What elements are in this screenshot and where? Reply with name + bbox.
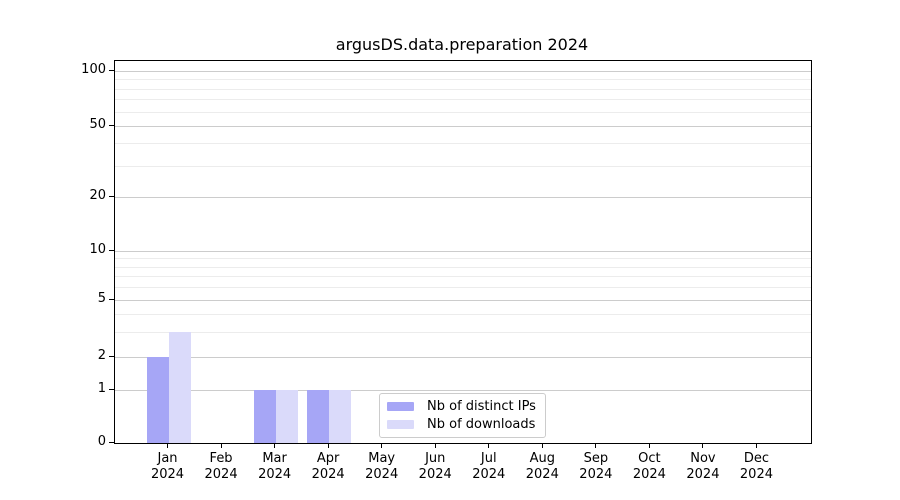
x-tick-label: May 2024 [365,451,399,482]
gridline-minor [115,331,811,333]
gridline-minor [115,258,811,260]
y-tick-mark [109,299,114,300]
bar-nb-of-distinct-ips-jan-2024 [146,357,169,443]
legend-swatch-nb-of-downloads [387,420,414,430]
x-tick-mark [488,443,490,448]
gridline-minor [115,313,811,315]
x-tick-label: Jul 2024 [472,451,506,482]
x-tick-label: Sep 2024 [579,451,613,482]
gridline-major [115,357,811,358]
gridline-minor [115,143,811,145]
x-tick-mark [595,443,597,448]
x-tick-label: Jun 2024 [418,451,452,482]
x-tick-label: Nov 2024 [686,451,720,482]
gridline-major [115,71,811,72]
legend-swatch-nb-of-distinct-ips [387,401,414,411]
x-tick-label: Aug 2024 [525,451,559,482]
y-tick-mark [109,125,114,126]
x-tick-label: Apr 2024 [311,451,345,482]
y-tick-mark [109,250,114,251]
gridline-major [115,390,811,391]
bar-nb-of-distinct-ips-apr-2024 [307,390,330,443]
legend-item-nb-of-distinct-ips: Nb of distinct IPs [387,400,545,413]
chart-title: argusDS.data.preparation 2024 [335,35,589,54]
x-tick-mark [381,443,383,448]
y-tick-label: 50 [89,117,106,132]
plot-area: Nb of distinct IPs Nb of downloads [114,60,812,444]
gridline-minor [115,99,811,101]
legend-label-nb-of-distinct-ips: Nb of distinct IPs [427,398,536,414]
x-tick-label: Oct 2024 [632,451,666,482]
y-tick-label: 1 [97,381,106,396]
y-tick-mark [109,389,114,390]
gridline-minor [115,165,811,167]
legend-label-nb-of-downloads: Nb of downloads [427,417,536,433]
y-tick-label: 0 [97,434,106,449]
x-tick-mark [167,443,169,448]
y-tick-label: 2 [97,348,106,363]
y-tick-mark [109,356,114,357]
x-tick-mark [220,443,222,448]
bar-nb-of-downloads-jan-2024 [168,331,191,443]
bar-nb-of-downloads-mar-2024 [275,390,298,443]
x-tick-label: Dec 2024 [739,451,773,482]
x-tick-label: Mar 2024 [258,451,292,482]
gridline-minor [115,287,811,289]
y-tick-mark [109,442,114,443]
gridline-minor [115,276,811,278]
legend: Nb of distinct IPs Nb of downloads [379,393,546,438]
x-tick-mark [648,443,650,448]
x-tick-mark [702,443,704,448]
y-tick-label: 10 [89,242,106,257]
x-tick-mark [434,443,436,448]
bar-nb-of-downloads-apr-2024 [329,390,352,443]
gridline-minor [115,111,811,113]
gridline-minor [115,88,811,90]
gridline-major [115,197,811,198]
y-tick-mark [109,196,114,197]
gridline-major [115,251,811,252]
y-tick-label: 5 [97,291,106,306]
gridline-minor [115,79,811,81]
y-tick-mark [109,70,114,71]
x-tick-mark [541,443,543,448]
x-tick-mark [274,443,276,448]
x-tick-label: Feb 2024 [204,451,238,482]
gridline-major [115,126,811,127]
x-tick-label: Jan 2024 [150,451,185,482]
gridline-minor [115,266,811,268]
y-tick-label: 100 [81,62,106,77]
x-tick-mark [327,443,329,448]
y-tick-label: 20 [89,188,106,203]
bar-nb-of-distinct-ips-mar-2024 [253,390,276,443]
gridline-major [115,300,811,301]
legend-item-nb-of-downloads: Nb of downloads [387,418,545,431]
x-tick-mark [755,443,757,448]
